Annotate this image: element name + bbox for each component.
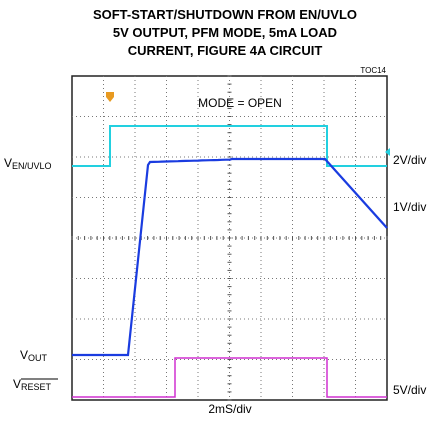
traces bbox=[72, 92, 390, 398]
figure-id: TOC14 bbox=[360, 66, 386, 75]
level-marker bbox=[385, 148, 390, 156]
trigger-marker bbox=[106, 92, 114, 102]
grid bbox=[71, 75, 388, 401]
screen bbox=[71, 75, 388, 401]
scale-label: 2V/div bbox=[393, 153, 426, 167]
annotation: MODE = OPEN bbox=[198, 96, 282, 110]
channel-label: VEN/UVLO bbox=[4, 156, 52, 171]
scale-label: 5V/div bbox=[393, 383, 426, 397]
time-scale: 2mS/div bbox=[208, 402, 251, 416]
title-line: SOFT-START/SHUTDOWN FROM EN/UVLO bbox=[93, 7, 357, 22]
vout-trace bbox=[72, 157, 388, 357]
channel-label: VRESET bbox=[13, 377, 52, 392]
title-line: 5V OUTPUT, PFM MODE, 5mA LOAD bbox=[113, 25, 337, 40]
scale-label: 1V/div bbox=[393, 200, 426, 214]
en-trace bbox=[72, 125, 387, 167]
reset-trace bbox=[72, 357, 387, 398]
channel-label: VOUT bbox=[20, 348, 48, 363]
title-line: CURRENT, FIGURE 4A CIRCUIT bbox=[128, 43, 323, 58]
